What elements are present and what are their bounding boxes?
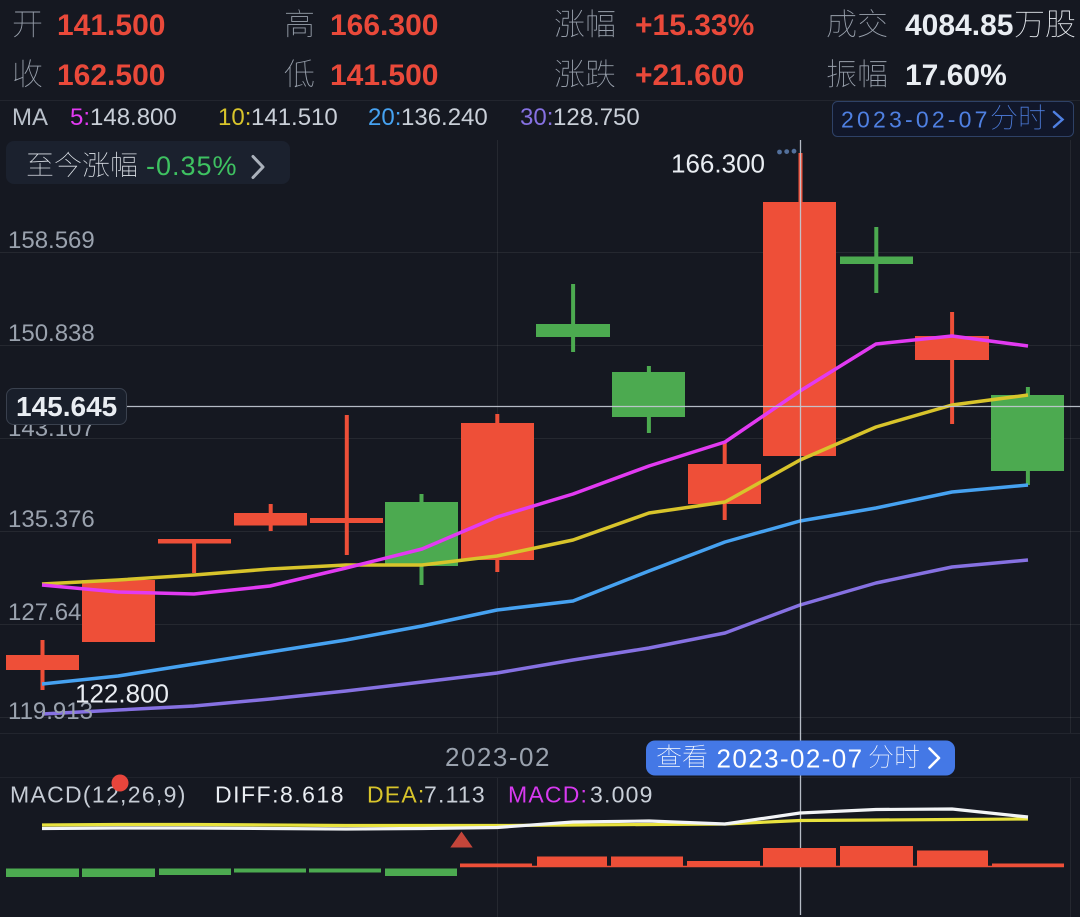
svg-text:141.500: 141.500 — [330, 59, 438, 92]
svg-text:119.913: 119.913 — [8, 698, 93, 725]
svg-text:3.009: 3.009 — [590, 782, 654, 808]
svg-text:+21.600: +21.600 — [635, 59, 744, 92]
svg-text:DIFF:8.618: DIFF:8.618 — [215, 782, 345, 808]
svg-text:128.750: 128.750 — [553, 104, 640, 131]
svg-text:122.800: 122.800 — [75, 679, 169, 709]
svg-text:2023-02-07: 2023-02-07 — [717, 744, 864, 774]
svg-text:2023-02-07: 2023-02-07 — [841, 107, 991, 133]
svg-text:-0.35%: -0.35% — [146, 151, 238, 181]
svg-text:17.60%: 17.60% — [905, 59, 1007, 92]
svg-text:MA: MA — [12, 104, 48, 131]
svg-text:141.510: 141.510 — [251, 104, 338, 131]
svg-text:MACD(12,26,9): MACD(12,26,9) — [10, 782, 187, 808]
svg-text:141.500: 141.500 — [57, 9, 165, 42]
svg-text:+15.33%: +15.33% — [635, 9, 754, 42]
svg-text:150.838: 150.838 — [8, 320, 95, 347]
svg-text:148.800: 148.800 — [90, 104, 177, 131]
svg-text:127.64: 127.64 — [8, 599, 81, 626]
svg-text:135.376: 135.376 — [8, 506, 95, 533]
svg-text:166.300: 166.300 — [330, 9, 438, 42]
svg-text:145.645: 145.645 — [16, 391, 117, 422]
svg-text:DEA:: DEA: — [367, 782, 425, 808]
svg-text:136.240: 136.240 — [401, 104, 488, 131]
svg-text:30:: 30: — [520, 104, 553, 131]
svg-text:166.300: 166.300 — [671, 149, 765, 179]
svg-text:7.113: 7.113 — [424, 782, 486, 808]
svg-text:10:: 10: — [218, 104, 251, 131]
svg-text:MACD:: MACD: — [508, 782, 588, 808]
svg-text:4084.85: 4084.85 — [905, 9, 1013, 42]
svg-text:158.569: 158.569 — [8, 227, 95, 254]
svg-text:2023-02: 2023-02 — [445, 742, 551, 772]
svg-text:5:: 5: — [70, 104, 90, 131]
svg-text:20:: 20: — [368, 104, 401, 131]
svg-text:162.500: 162.500 — [57, 59, 165, 92]
